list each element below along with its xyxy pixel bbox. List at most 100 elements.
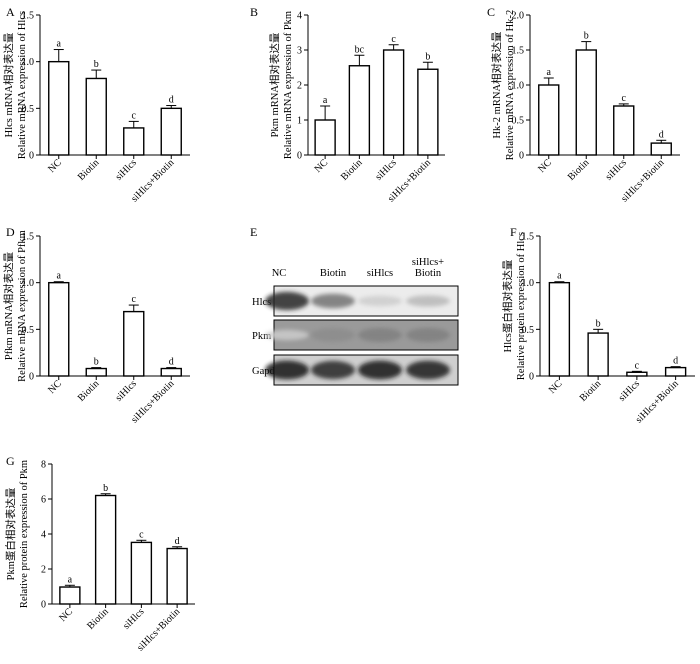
significance-letter: c [391,34,396,45]
bar [48,60,70,156]
panel-label: E [250,225,257,239]
significance-letter: b [94,357,99,368]
significance-letter: c [139,529,144,540]
y-tick-label: 1 [297,116,302,127]
y-axis-label-en: Relative mRNA expression of Pfkm [17,230,28,382]
y-axis-label-cn: Hlcs蛋白相对表达量 [501,259,514,352]
blot-band [311,293,355,309]
y-tick-label: 4 [297,11,302,22]
significance-letter: d [169,95,174,106]
y-tick-label: 0 [41,600,46,611]
significance-letter: b [596,318,601,329]
y-tick-label: 1.0 [22,57,35,68]
significance-letter: d [169,357,174,368]
y-tick-label: 1.0 [522,278,535,289]
category-label: siHlcs [617,378,643,404]
significance-letter: c [622,93,627,104]
y-tick-label: 1.0 [512,81,525,92]
significance-letter: a [557,271,562,282]
category-label: NC [536,157,554,175]
y-tick-label: 4 [41,530,46,541]
significance-letter: c [132,110,137,121]
blot-column-label: Biotin [320,268,347,279]
y-tick-label: 1.5 [22,11,35,22]
chart-panel-d: D Pfkm mRNA相对表达量 Relative mRNA expression … [2,225,190,425]
category-label: NC [547,378,565,396]
y-tick-label: 0.5 [22,104,35,115]
blot-band [358,360,402,380]
blot-band [311,360,355,380]
chart-panel-a: A Hlcs mRNA相对表达量 Relative mRNA expression … [2,5,190,204]
category-label: NC [46,157,64,175]
y-tick-label: 0.5 [522,325,535,336]
category-label: Biotin [578,378,603,403]
blot-band [358,328,402,342]
category-label: Biotin [566,157,591,182]
y-tick-label: 3 [297,46,302,57]
bar [587,332,609,377]
bar [94,494,117,605]
bar [48,281,70,377]
y-tick-label: 0 [29,372,34,383]
blot-column-label: NC [272,268,287,279]
y-tick-label: 0 [297,151,302,162]
bar [123,127,145,156]
significance-letter: b [94,59,99,70]
y-tick-label: 6 [41,495,46,506]
bar [382,49,405,156]
significance-letter: b [103,483,108,494]
significance-letter: a [57,271,62,282]
significance-letter: d [659,129,664,140]
chart-panel-c: C Hk-2 mRNA相对表达量 Relative mRNA expression … [487,5,680,204]
y-tick-label: 0 [529,372,534,383]
bar [664,366,687,377]
blot-band [406,295,450,307]
bar [123,310,145,377]
bar [160,367,182,377]
y-axis-label-cn: Hlcs mRNA相对表达量 [2,32,15,137]
bar [626,371,648,377]
blot-band [265,360,309,380]
blot-row-label: Hlcs [252,297,271,308]
bar [85,367,107,377]
blot-column-label: siHlcs+ [412,257,444,268]
panel-label: G [6,454,15,468]
y-axis-label-cn: Pkm mRNA相对表达量 [268,32,281,137]
significance-letter: a [57,39,62,50]
y-axis-label-en: Relative mRNA expression of Pkm [283,11,294,159]
y-tick-label: 8 [41,460,46,471]
blot-column-label: siHlcs [367,268,393,279]
bar [538,84,560,156]
category-label: NC [46,378,64,396]
significance-letter: b [425,51,430,62]
y-tick-label: 0 [29,151,34,162]
significance-letter: a [323,95,328,106]
blot-band [406,328,450,342]
y-axis-label-en: Relative mRNA expression of Hlcs [17,11,28,159]
y-tick-label: 1.5 [22,232,35,243]
bar [166,547,188,605]
y-axis-label-en: Relative protein expression of Pkm [19,460,30,608]
significance-letter: bc [355,44,365,55]
y-tick-label: 2.0 [512,11,525,22]
significance-letter: d [673,356,678,367]
bar [59,586,81,605]
blot-band [265,329,309,341]
blot-band [311,328,355,342]
y-tick-label: 0.5 [22,325,35,336]
bar [160,107,182,156]
blot-band [406,360,450,380]
bar [130,541,153,605]
significance-letter: b [584,31,589,42]
panel-label: A [6,5,15,19]
bar [348,65,371,156]
y-tick-label: 2 [41,565,46,576]
y-axis-label-en: Relative mRNA expression of Hk-2 [505,10,516,160]
category-label: Biotin [339,157,364,182]
panel-label: D [6,225,15,239]
y-axis-label-cn: Hk-2 mRNA相对表达量 [490,31,503,139]
panel-label: C [487,5,495,19]
y-axis-label-en: Relative protein expression of Hlcs [516,232,527,380]
